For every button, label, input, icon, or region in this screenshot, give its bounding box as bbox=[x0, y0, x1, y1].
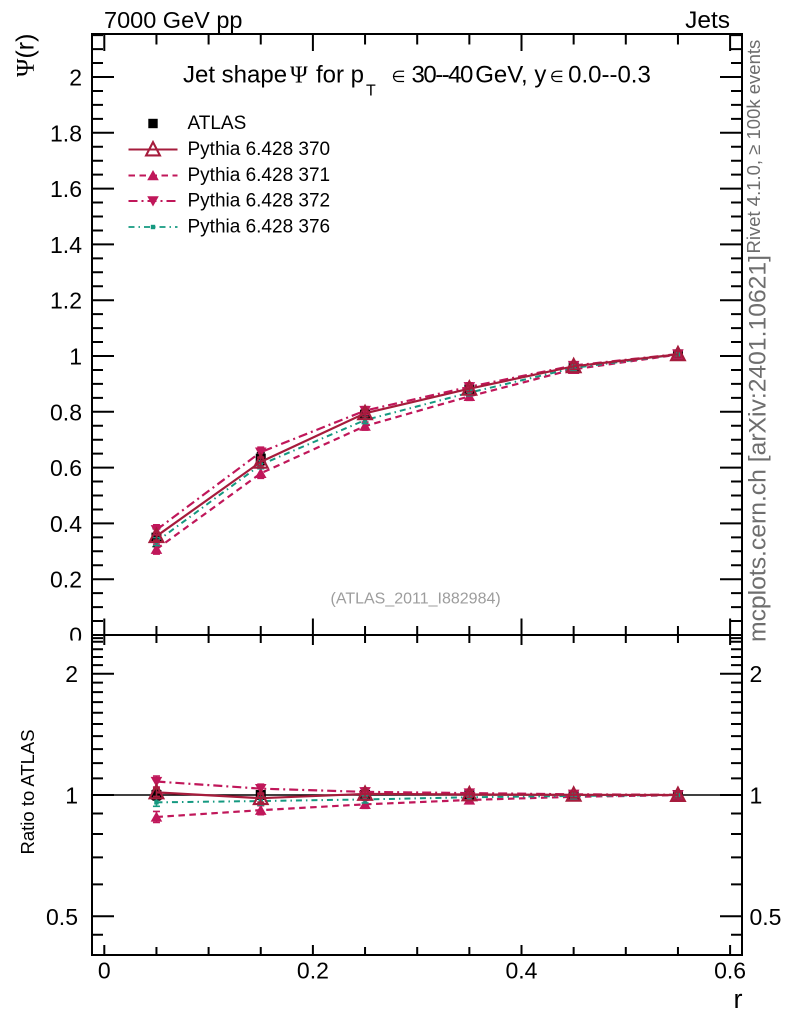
svg-text:0.4: 0.4 bbox=[506, 958, 538, 984]
svg-text:2: 2 bbox=[750, 661, 763, 687]
svg-text:r: r bbox=[734, 984, 743, 1014]
svg-text:0.8: 0.8 bbox=[50, 399, 82, 425]
svg-text:0.4: 0.4 bbox=[50, 511, 82, 537]
svg-text:(ATLAS_2011_I882984): (ATLAS_2011_I882984) bbox=[331, 590, 501, 607]
svg-text:0.5: 0.5 bbox=[46, 904, 78, 930]
svg-text:0.2: 0.2 bbox=[297, 958, 329, 984]
svg-text:Pythia 6.428 371: Pythia 6.428 371 bbox=[188, 165, 331, 186]
svg-text:Rivet 4.1.0, ≥ 100k events: Rivet 4.1.0, ≥ 100k events bbox=[743, 40, 764, 254]
svg-text:1: 1 bbox=[65, 783, 78, 809]
svg-text:1.2: 1.2 bbox=[50, 288, 82, 314]
svg-text:0: 0 bbox=[98, 958, 111, 984]
svg-text:2: 2 bbox=[69, 65, 82, 91]
svg-text:1.4: 1.4 bbox=[50, 232, 82, 258]
svg-text:mcplots.cern.ch [arXiv:2401.10: mcplots.cern.ch [arXiv:2401.10621] bbox=[745, 255, 772, 642]
svg-text:0.5: 0.5 bbox=[750, 904, 782, 930]
svg-text:Pythia 6.428 372: Pythia 6.428 372 bbox=[188, 191, 331, 212]
svg-text:Pythia 6.428 376: Pythia 6.428 376 bbox=[188, 217, 331, 238]
svg-text:Ψ(r): Ψ(r) bbox=[12, 34, 40, 77]
svg-text:2: 2 bbox=[65, 661, 78, 687]
svg-text:0.2: 0.2 bbox=[50, 567, 82, 593]
svg-text:ATLAS: ATLAS bbox=[188, 113, 247, 134]
svg-text:Ratio to ATLAS: Ratio to ATLAS bbox=[17, 729, 38, 854]
svg-text:1.8: 1.8 bbox=[50, 120, 82, 146]
svg-text:Jets: Jets bbox=[685, 7, 730, 34]
svg-text:1: 1 bbox=[750, 783, 763, 809]
svg-text:0.6: 0.6 bbox=[50, 455, 82, 481]
svg-text:0.6: 0.6 bbox=[714, 958, 746, 984]
svg-text:7000 GeV pp: 7000 GeV pp bbox=[104, 7, 243, 33]
svg-text:1: 1 bbox=[69, 344, 82, 370]
svg-text:1.6: 1.6 bbox=[50, 176, 82, 202]
svg-text:Pythia 6.428 370: Pythia 6.428 370 bbox=[188, 139, 331, 160]
svg-text:0: 0 bbox=[69, 623, 82, 649]
